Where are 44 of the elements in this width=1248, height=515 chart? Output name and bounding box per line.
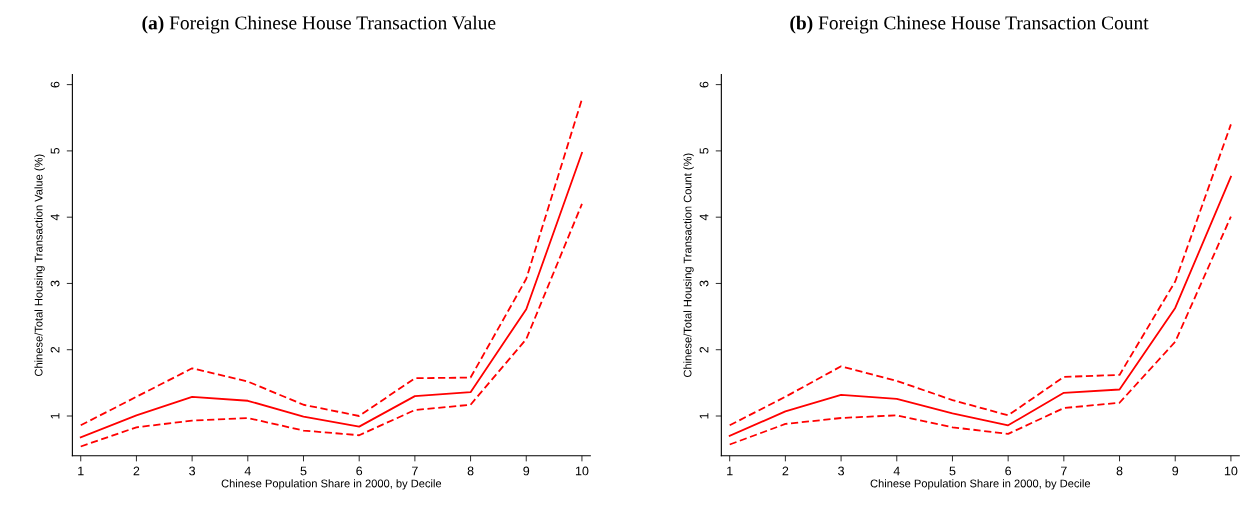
- y-tick-label: 3: [50, 280, 60, 287]
- line-series: [728, 123, 1232, 427]
- x-tick-label: 5: [949, 466, 956, 476]
- x-tick-label: 5: [300, 466, 307, 476]
- line-series: [728, 215, 1232, 446]
- x-tick-label: 8: [467, 466, 474, 476]
- line-series: [79, 151, 583, 439]
- line-series: [79, 203, 583, 448]
- x-tick-label: 6: [1005, 466, 1012, 476]
- x-tick-label: 8: [1116, 466, 1123, 476]
- x-tick-label: 3: [189, 466, 196, 476]
- y-axis-title: Chinese/Total Housing Transaction Value (%): [34, 154, 45, 377]
- y-tick-label: 2: [699, 346, 709, 353]
- x-tick-label: 9: [523, 466, 530, 476]
- y-tick-label: 6: [699, 81, 709, 88]
- y-axis-title: Chinese/Total Housing Transaction Count (%): [683, 153, 694, 378]
- chart-title: (b) Foreign Chinese House Transaction Count: [790, 15, 1149, 34]
- y-tick-label: 2: [50, 346, 60, 353]
- line-series: [728, 175, 1232, 437]
- y-tick-label: 3: [699, 280, 709, 287]
- x-tick-label: 9: [1172, 466, 1179, 476]
- y-tick-label: 1: [50, 413, 60, 419]
- x-tick-label: 7: [1061, 466, 1067, 476]
- y-tick-label: 4: [699, 214, 709, 221]
- y-tick-label: 4: [50, 214, 60, 221]
- x-tick-label: 4: [244, 466, 251, 476]
- x-tick-label: 6: [356, 466, 363, 476]
- x-tick-label: 2: [133, 466, 140, 476]
- x-tick-label: 1: [727, 466, 733, 476]
- chart-title: (a) Foreign Chinese House Transaction Value: [142, 15, 496, 34]
- x-axis-title: Chinese Population Share in 2000, by Decile: [221, 479, 442, 490]
- y-tick-label: 5: [50, 147, 60, 154]
- y-tick-label: 1: [699, 413, 709, 419]
- x-tick-label: 2: [782, 466, 789, 476]
- x-tick-label: 10: [1224, 466, 1238, 476]
- x-tick-label: 4: [893, 466, 900, 476]
- x-tick-label: 3: [838, 466, 844, 476]
- y-tick-label: 5: [699, 147, 709, 154]
- x-tick-label: 1: [78, 466, 84, 476]
- line-series: [79, 98, 583, 427]
- y-tick-label: 6: [50, 81, 60, 88]
- x-tick-label: 7: [412, 466, 418, 476]
- x-tick-label: 10: [575, 466, 589, 476]
- x-axis-title: Chinese Population Share in 2000, by Decile: [870, 479, 1091, 490]
